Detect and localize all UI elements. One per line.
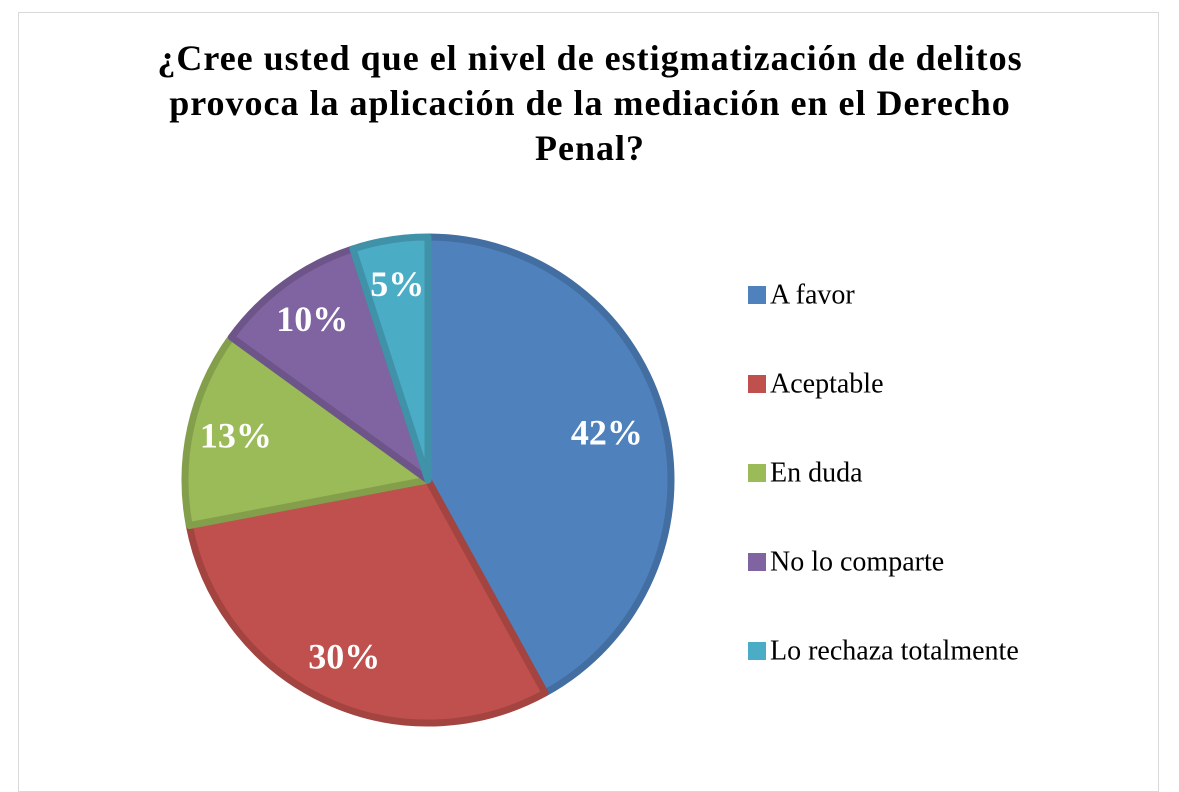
data-label: 13% xyxy=(200,415,272,455)
pie-slice xyxy=(349,233,432,484)
legend-swatch xyxy=(748,286,766,304)
legend-label: En duda xyxy=(770,457,863,488)
pie-slice xyxy=(185,476,549,727)
data-label: 42% xyxy=(571,412,643,452)
legend-label: No lo comparte xyxy=(770,546,944,577)
legend-label: Lo rechaza totalmente xyxy=(770,635,1019,666)
pie-slice xyxy=(227,245,432,484)
legend-swatch xyxy=(748,464,766,482)
legend-label: A favor xyxy=(770,279,855,310)
legend-swatch xyxy=(748,375,766,393)
pie-slice xyxy=(424,233,675,697)
legend-label: Aceptable xyxy=(770,368,884,399)
legend-swatch xyxy=(748,642,766,660)
chart-title: ¿Cree usted que el nivel de estigmatizac… xyxy=(157,38,1023,168)
data-label: 5% xyxy=(370,264,424,304)
data-label: 10% xyxy=(276,299,348,339)
pie-slice xyxy=(181,333,432,530)
legend-swatch xyxy=(748,553,766,571)
data-label: 30% xyxy=(308,636,380,676)
